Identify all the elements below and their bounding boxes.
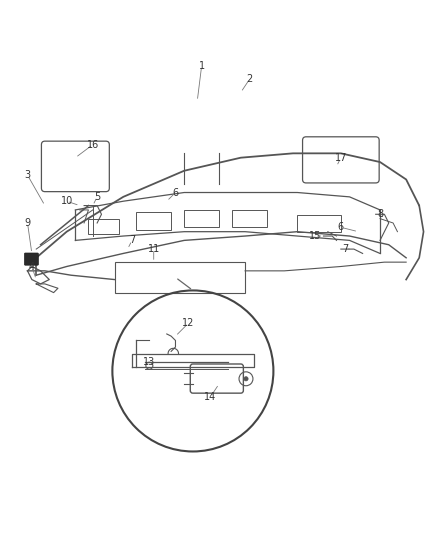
- Text: 6: 6: [338, 222, 344, 232]
- Text: 4: 4: [29, 262, 35, 271]
- Text: 7: 7: [342, 244, 348, 254]
- Circle shape: [244, 377, 248, 381]
- Text: 8: 8: [377, 209, 383, 219]
- Bar: [232, 210, 267, 228]
- Text: 1: 1: [198, 61, 205, 71]
- FancyBboxPatch shape: [25, 253, 39, 265]
- Text: 11: 11: [148, 244, 160, 254]
- Bar: [115, 262, 245, 293]
- Text: 2: 2: [246, 75, 253, 84]
- Text: 12: 12: [182, 318, 195, 328]
- Text: 9: 9: [25, 218, 31, 228]
- Bar: [136, 212, 171, 230]
- Text: 10: 10: [60, 196, 73, 206]
- Text: 7: 7: [129, 236, 135, 245]
- Bar: [297, 215, 341, 232]
- Text: 3: 3: [25, 170, 31, 180]
- Text: 13: 13: [143, 357, 155, 367]
- Text: 14: 14: [204, 392, 216, 402]
- Text: 17: 17: [335, 152, 347, 163]
- Text: 5: 5: [94, 192, 100, 202]
- Bar: [88, 219, 119, 234]
- Text: 15: 15: [308, 231, 321, 241]
- Bar: [184, 210, 219, 228]
- Text: 6: 6: [173, 188, 179, 198]
- Text: 16: 16: [87, 140, 99, 150]
